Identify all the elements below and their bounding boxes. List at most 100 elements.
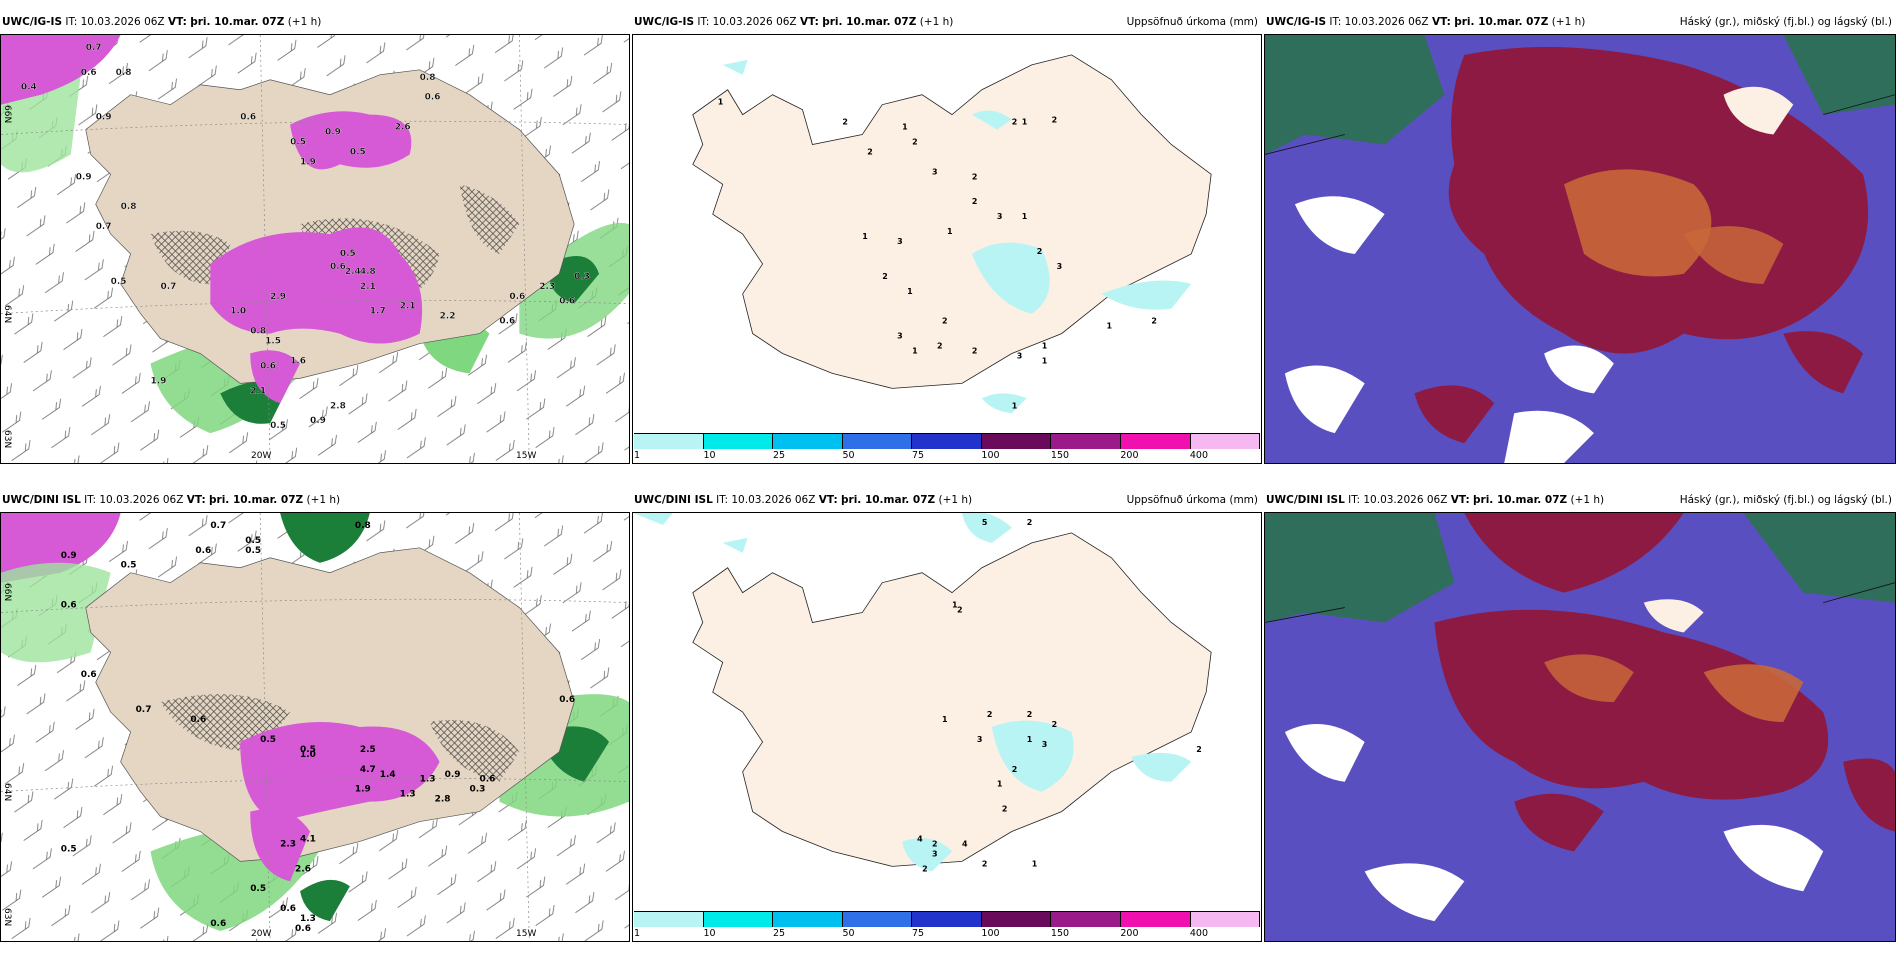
- map-value-label: 0.6: [195, 546, 211, 556]
- map-value-label: 3: [897, 237, 903, 246]
- model-name: UWC/DINI ISL: [1266, 494, 1345, 506]
- map-value-label: 0.6: [330, 262, 346, 272]
- map-value-label: 2: [957, 606, 963, 615]
- vt-label: VT:: [1431, 16, 1451, 28]
- legend-swatch: [981, 434, 1052, 449]
- map-value-label: 2: [1027, 518, 1033, 527]
- wind-map[interactable]: 0.9 0.7 0.5 0.8 0.5 0.6 0.5 0.6 0.6 0.7 0.6 0.5 0.6 0…: [0, 512, 630, 942]
- lead-time: (+1 h): [287, 16, 322, 28]
- wind-map[interactable]: 0.4 0.7 0.6 0.8 0.9 0.6 0.5 0.9 0.8 0.6 1.9 0.5 2.6 0…: [0, 34, 630, 464]
- map-value-label: 0.5: [245, 536, 261, 546]
- map-value-label: 0.6: [81, 670, 97, 680]
- vt-label: VT:: [818, 494, 838, 506]
- legend-swatch: [1190, 434, 1261, 449]
- map-value-label: 1: [907, 287, 913, 296]
- map-value-label: 0.6: [479, 775, 495, 785]
- map-value-label: 2: [1052, 720, 1058, 729]
- legend-tick: 100: [981, 928, 1000, 939]
- map-value-label: 3: [997, 212, 1003, 221]
- map-value-label: 0.6: [295, 924, 311, 934]
- lead-time: (+1 h): [938, 494, 973, 506]
- legend-swatch: [912, 434, 982, 449]
- map-value-label: 0.9: [445, 770, 461, 780]
- map-value-label: 2: [867, 147, 873, 156]
- vt-value: þri. 10.mar. 07Z: [841, 494, 936, 506]
- map-value-label: 1: [718, 98, 724, 107]
- legend-tick: 50: [842, 450, 855, 461]
- map-value-label: 0.6: [61, 601, 77, 611]
- map-value-label: 3: [977, 735, 983, 744]
- map-value-label: 0.6: [509, 292, 525, 302]
- map-value-label: 0.8: [250, 327, 266, 337]
- map-value-label: 1.3: [400, 790, 416, 800]
- map-value-label: 0.7: [160, 282, 176, 292]
- map-value-label: 0.5: [340, 249, 356, 259]
- panel-title: Uppsöfnuð úrkoma (mm): [1126, 494, 1258, 506]
- legend-swatch: [1190, 912, 1261, 927]
- dini-wind-panel: UWC/DINI ISL IT: 10.03.2026 06Z VT: þri.…: [0, 490, 630, 942]
- map-value-label: 3: [932, 849, 938, 858]
- map-value-label: 1: [1032, 859, 1038, 868]
- vt-label: VT:: [1450, 494, 1470, 506]
- map-value-label: 0.6: [260, 361, 276, 371]
- igis-precip-panel: UWC/IG-IS IT: 10.03.2026 06Z VT: þri. 10…: [632, 12, 1262, 464]
- panel-header: UWC/DINI ISL IT: 10.03.2026 06Z VT: þri.…: [2, 490, 628, 510]
- legend-tick: 25: [772, 450, 786, 461]
- legend-tick: 400: [1189, 450, 1209, 461]
- map-value-label: 3: [1042, 740, 1048, 749]
- lead-time: (+1 h): [1551, 16, 1586, 28]
- map-value-label: 3: [932, 167, 938, 176]
- it-label: IT:: [1348, 494, 1361, 506]
- map-value-label: 1.3: [420, 775, 436, 785]
- model-name: UWC/DINI ISL: [634, 494, 713, 506]
- legend-tick: 200: [1120, 450, 1139, 461]
- map-value-label: 2.3: [539, 282, 555, 292]
- legend-tick: 10: [703, 928, 716, 939]
- map-value-label: 2: [882, 272, 888, 281]
- panel-title: Uppsöfnuð úrkoma (mm): [1126, 16, 1258, 28]
- it-label: IT:: [1329, 16, 1342, 28]
- map-value-label: 0.6: [210, 919, 226, 929]
- map-value-label: 0.9: [96, 113, 112, 123]
- legend-tick: 75: [911, 928, 925, 939]
- legend-tick: 150: [1050, 928, 1070, 939]
- map-value-label: 0.5: [260, 735, 276, 745]
- map-value-label: 0.8: [116, 68, 132, 78]
- map-value-label: 1.5: [265, 337, 281, 347]
- precip-color-legend: [634, 433, 1261, 449]
- panel-title: Háský (gr.), miðský (fj.bl.) og lágský (…: [1679, 494, 1892, 506]
- panel-header: UWC/DINI ISL IT: 10.03.2026 06Z VT: þri.…: [634, 490, 1260, 510]
- map-value-label: 2: [937, 342, 943, 351]
- map-value-label: 2.5: [360, 745, 376, 755]
- dini-precip-panel: UWC/DINI ISL IT: 10.03.2026 06Z VT: þri.…: [632, 490, 1262, 942]
- map-value-label: 2: [842, 118, 848, 127]
- cloud-map[interactable]: [1264, 512, 1896, 942]
- map-value-label: 2: [972, 172, 978, 181]
- legend-swatch: [703, 434, 774, 449]
- model-name: UWC/DINI ISL: [2, 494, 81, 506]
- map-value-label: 2: [972, 347, 978, 356]
- map-value-label: 1: [1012, 401, 1018, 410]
- panel-title: Háský (gr.), miðský (fj.bl.) og lágský (…: [1679, 16, 1892, 28]
- map-value-label: 1.4: [380, 770, 396, 780]
- map-value-label: 0.8: [355, 521, 371, 531]
- it-label: IT:: [697, 16, 710, 28]
- map-value-label: 0.5: [61, 844, 77, 854]
- legend-tick: 150: [1050, 450, 1070, 461]
- map-value-label: 3: [1017, 351, 1023, 360]
- map-value-label: 4.8: [360, 267, 376, 277]
- it-value: 10.03.2026 06Z: [1344, 16, 1429, 28]
- map-value-label: 1.7: [370, 307, 386, 317]
- map-value-label: 1: [942, 715, 948, 724]
- map-value-label: 4.1: [300, 834, 316, 844]
- top-row: UWC/IG-IS IT: 10.03.2026 06Z VT: þri. 10…: [0, 12, 1900, 477]
- map-value-label: 2: [1151, 317, 1157, 326]
- map-value-label: 0.3: [574, 272, 590, 282]
- map-value-label: 1: [1027, 735, 1033, 744]
- legend-swatch: [773, 434, 843, 449]
- cloud-map[interactable]: [1264, 34, 1896, 464]
